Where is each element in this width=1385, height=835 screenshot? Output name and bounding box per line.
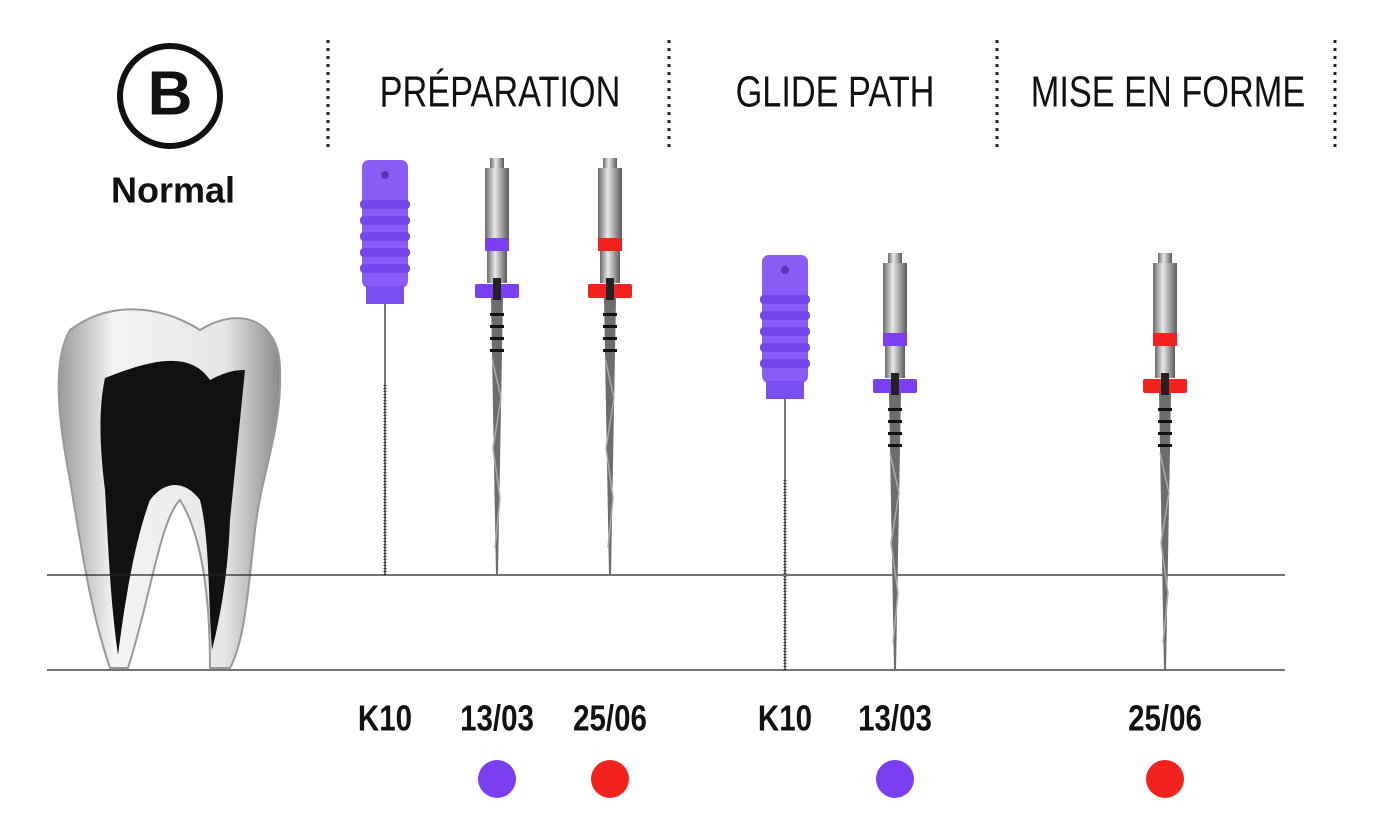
handle-ridge — [760, 327, 810, 336]
handle-ridge — [360, 200, 410, 209]
color-dot — [591, 760, 629, 798]
badge-circle — [117, 43, 223, 149]
blade-flute — [604, 357, 615, 549]
depth-mark — [603, 337, 617, 340]
file — [588, 158, 632, 575]
file-label: 13/03 — [460, 698, 534, 738]
color-band — [598, 238, 622, 251]
file-label-group: 25/06 — [1128, 698, 1202, 738]
file-label: 13/03 — [858, 698, 932, 738]
file — [475, 158, 519, 575]
color-band — [485, 238, 509, 251]
section-title-group: MISE EN FORME — [1031, 68, 1305, 117]
handle-ridge — [760, 311, 810, 320]
file-label: 25/06 — [573, 698, 647, 738]
section-title: PRÉPARATION — [380, 68, 621, 117]
file-label: K10 — [758, 698, 812, 738]
handle-ridge — [360, 248, 410, 257]
handle-base — [366, 286, 404, 304]
badge: B — [148, 59, 193, 128]
handle-base — [766, 381, 804, 399]
blade-flute — [1159, 452, 1170, 644]
color-dot — [876, 760, 914, 798]
color-dot — [1146, 760, 1184, 798]
depth-mark — [888, 432, 902, 435]
file-label: K10 — [358, 698, 412, 738]
depth-mark — [1158, 432, 1172, 435]
depth-mark — [603, 325, 617, 328]
stopper-core — [891, 373, 899, 395]
depth-mark — [490, 337, 504, 340]
depth-mark — [490, 325, 504, 328]
handle-ridge — [360, 216, 410, 225]
depth-mark — [603, 349, 617, 352]
handle-ridge — [760, 359, 810, 368]
stopper-core — [606, 278, 614, 300]
depth-mark — [1158, 408, 1172, 411]
file-label-group: K10 — [358, 698, 412, 738]
color-band — [1153, 333, 1177, 346]
handle-ridge — [360, 232, 410, 241]
depth-mark — [1158, 444, 1172, 447]
color-band — [883, 333, 907, 346]
separators — [326, 40, 1337, 150]
file — [360, 160, 410, 575]
shank — [485, 168, 509, 240]
file-label-group: 13/03 — [460, 698, 534, 738]
file — [1143, 253, 1187, 670]
file-label-group: K10 — [758, 698, 812, 738]
file — [760, 255, 810, 670]
handle-ridge — [360, 264, 410, 273]
handle-ridge — [760, 295, 810, 304]
depth-mark — [490, 349, 504, 352]
shank-lower — [1155, 346, 1175, 378]
shank — [598, 168, 622, 240]
file-label-group: 25/06 — [573, 698, 647, 738]
handle-hole — [381, 171, 389, 179]
handle-ridge — [760, 343, 810, 352]
depth-mark — [888, 408, 902, 411]
stopper-core — [1161, 373, 1169, 395]
section-title: MISE EN FORME — [1031, 68, 1305, 117]
depth-mark — [490, 313, 504, 316]
shank-cap — [603, 158, 617, 168]
depth-mark — [888, 420, 902, 423]
shank-lower — [885, 346, 905, 378]
shank-cap — [1158, 253, 1172, 263]
blade-flute — [491, 357, 502, 549]
stopper-core — [493, 278, 501, 300]
handle-hole — [781, 266, 789, 274]
color-dot — [478, 760, 516, 798]
blade-flute — [889, 452, 900, 644]
shank-lower — [487, 251, 507, 283]
depth-mark — [1158, 420, 1172, 423]
file — [873, 253, 917, 670]
shank — [1153, 263, 1177, 335]
section-title-group: GLIDE PATH — [736, 68, 935, 117]
depth-mark — [888, 444, 902, 447]
section-title: GLIDE PATH — [736, 68, 935, 117]
tooth-label: Normal — [111, 170, 235, 211]
file-label: 25/06 — [1128, 698, 1202, 738]
shank-lower — [600, 251, 620, 283]
depth-mark — [603, 313, 617, 316]
file-label-group: 13/03 — [858, 698, 932, 738]
tooth — [57, 308, 282, 669]
shank-cap — [490, 158, 504, 168]
shank-cap — [888, 253, 902, 263]
shank — [883, 263, 907, 335]
section-title-group: PRÉPARATION — [380, 68, 621, 117]
